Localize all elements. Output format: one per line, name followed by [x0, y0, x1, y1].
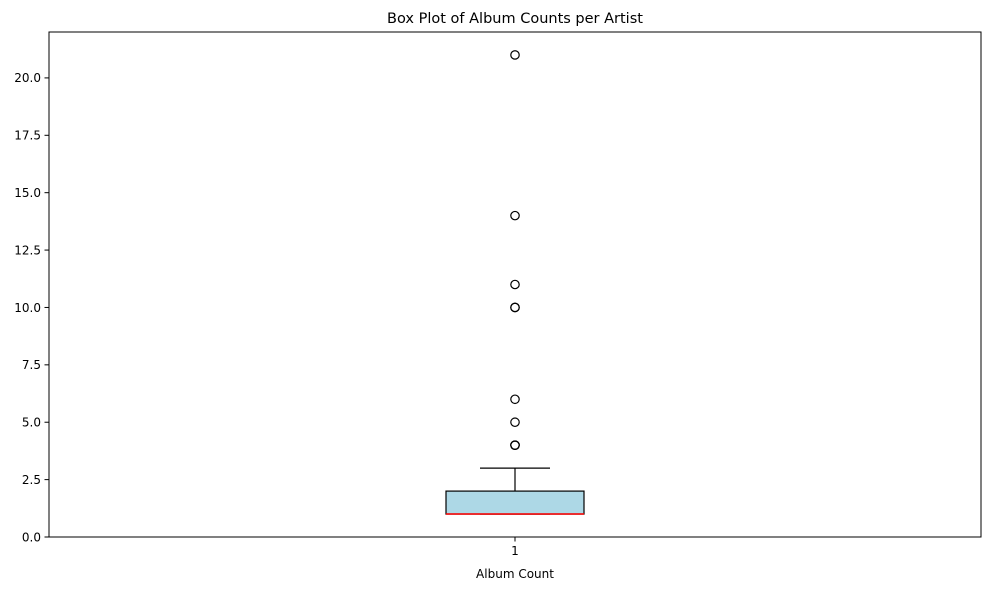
x-tick-label: 1: [511, 544, 519, 558]
y-tick-label: 20.0: [14, 71, 41, 85]
outlier-point: [510, 210, 520, 221]
y-tick-label: 0.0: [22, 530, 41, 544]
x-axis: 1: [511, 537, 519, 558]
x-axis-label: Album Count: [476, 567, 554, 581]
outlier-point: [510, 279, 520, 290]
chart-title: Box Plot of Album Counts per Artist: [387, 11, 643, 27]
y-tick-label: 7.5: [22, 358, 41, 372]
outlier-point: [510, 394, 520, 405]
plot-area: [445, 50, 585, 515]
y-tick-label: 17.5: [14, 129, 41, 143]
box-iqr: [445, 490, 585, 515]
outlier-point: [510, 50, 520, 60]
y-axis: 0.0 2.5 5.0 7.5 10.0 12.5 15.0 17.5 20.0: [14, 71, 49, 544]
y-tick-label: 2.5: [22, 473, 41, 487]
y-tick-label: 12.5: [14, 243, 41, 257]
outlier-point: [510, 417, 520, 428]
y-tick-label: 10.0: [14, 301, 41, 315]
y-tick-label: 15.0: [14, 186, 41, 200]
outlier-point: [510, 302, 520, 313]
outlier-point: [510, 440, 520, 450]
y-tick-label: 5.0: [22, 416, 41, 430]
